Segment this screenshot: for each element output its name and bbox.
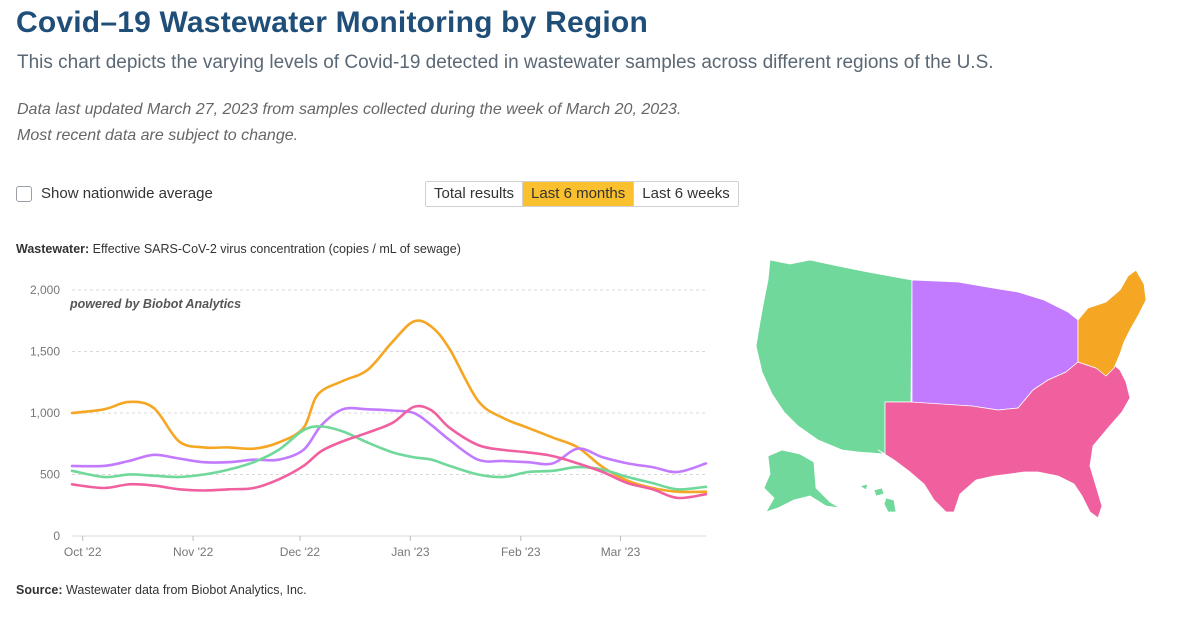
- page-subtitle: This chart depicts the varying levels of…: [17, 52, 994, 73]
- y-tick-label: 1,500: [30, 345, 60, 359]
- x-tick-label: Dec '22: [280, 545, 321, 559]
- x-tick-label: Jan '23: [391, 545, 430, 559]
- us-region-map: [755, 259, 1147, 519]
- chart-credit: powered by Biobot Analytics: [69, 297, 241, 311]
- x-tick-label: Feb '23: [501, 545, 541, 559]
- measure-text: Effective SARS-CoV-2 virus concentration…: [92, 242, 461, 256]
- range-last-6-weeks-button[interactable]: Last 6 weeks: [633, 182, 738, 206]
- time-range-selector: Total results Last 6 months Last 6 weeks: [425, 181, 739, 207]
- y-tick-label: 0: [53, 529, 60, 543]
- source-text: Wastewater data from Biobot Analytics, I…: [66, 583, 307, 597]
- nationwide-average-checkbox[interactable]: [16, 185, 32, 202]
- data-update-note: Data last updated March 27, 2023 from sa…: [17, 101, 682, 144]
- map-region-west-alaska[interactable]: [763, 449, 841, 513]
- series-line-west[interactable]: [70, 425, 708, 491]
- y-tick-label: 2,000: [30, 283, 60, 297]
- x-tick-label: Oct '22: [64, 545, 102, 559]
- map-region-west[interactable]: [755, 259, 913, 455]
- series-line-south[interactable]: [70, 404, 708, 500]
- wastewater-line-chart: 0 500 1,000 1,500 2,000 Oct '22 Nov '22 Dec '2…: [30, 283, 708, 559]
- x-axis-ticks: Oct '22 Nov '22 Dec '22 Jan '23 Feb '23 Mar '…: [64, 536, 641, 559]
- grid-lines: [72, 289, 706, 537]
- nationwide-average-label: Show nationwide average: [41, 185, 213, 202]
- y-tick-label: 500: [40, 468, 60, 482]
- source-note: Source: Wastewater data from Biobot Anal…: [16, 583, 307, 597]
- x-tick-label: Nov '22: [173, 545, 214, 559]
- map-region-south[interactable]: [877, 361, 1131, 519]
- page-title: Covid–19 Wastewater Monitoring by Region: [16, 6, 648, 39]
- series-line-northeast[interactable]: [70, 319, 708, 494]
- measure-description: Wastewater: Effective SARS-CoV-2 virus c…: [16, 242, 461, 256]
- source-prefix: Source:: [16, 583, 63, 597]
- map-region-west-hawaii[interactable]: [859, 483, 897, 513]
- range-last-6-months-button[interactable]: Last 6 months: [522, 182, 634, 206]
- y-axis-ticks: 0 500 1,000 1,500 2,000: [30, 283, 60, 543]
- x-tick-label: Mar '23: [601, 545, 641, 559]
- y-tick-label: 1,000: [30, 406, 60, 420]
- map-region-northeast[interactable]: [1077, 269, 1147, 377]
- range-total-results-button[interactable]: Total results: [426, 182, 523, 206]
- chart-series: [70, 319, 708, 500]
- series-line-midwest[interactable]: [70, 406, 708, 474]
- measure-prefix: Wastewater:: [16, 242, 90, 256]
- nationwide-average-toggle[interactable]: Show nationwide average: [16, 185, 213, 202]
